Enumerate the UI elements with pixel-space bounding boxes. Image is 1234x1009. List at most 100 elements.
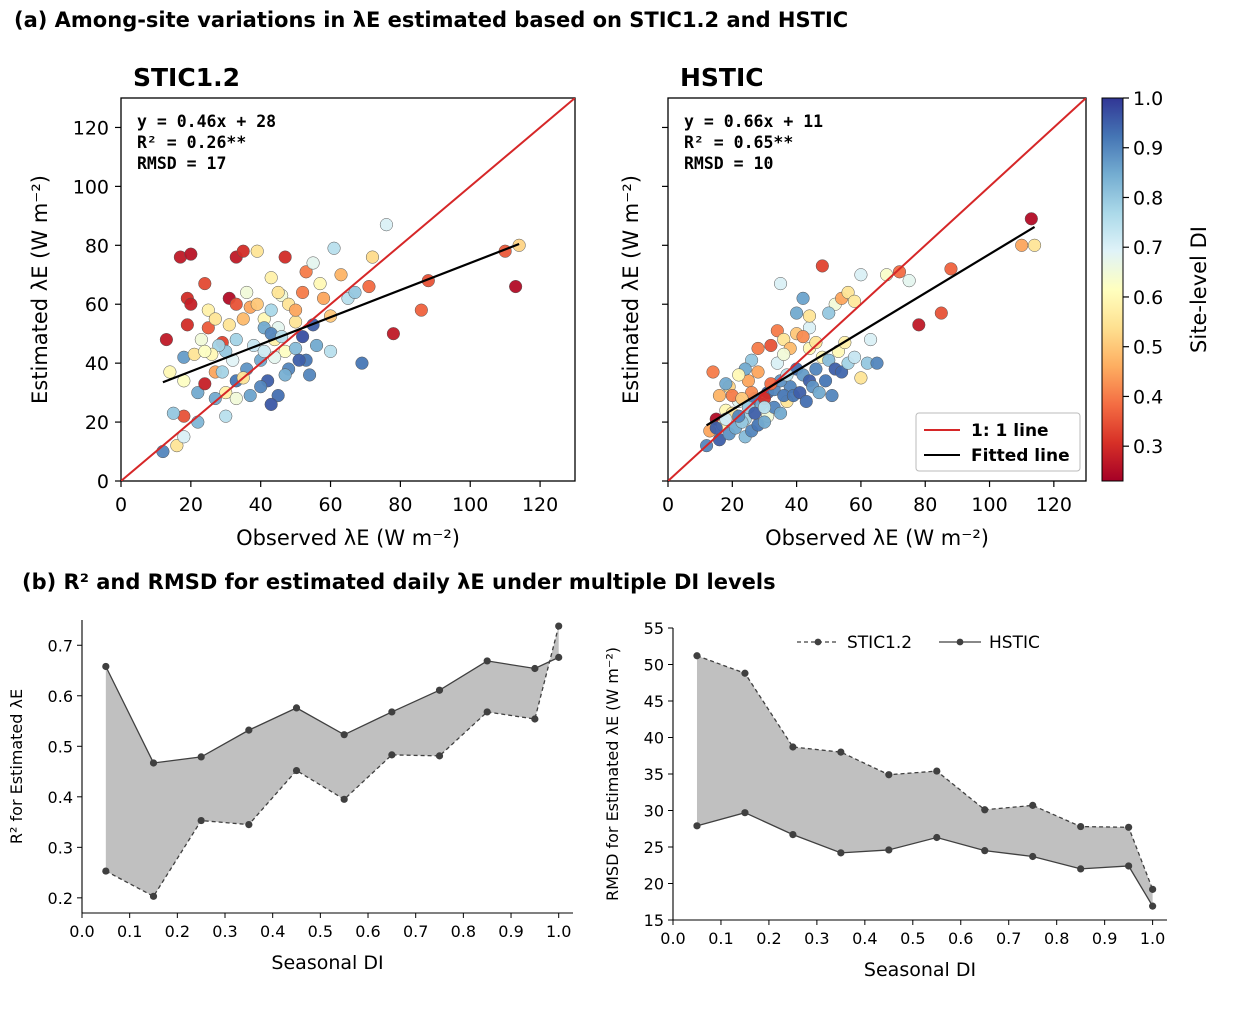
data-point: [796, 330, 810, 344]
data-point: [809, 335, 823, 350]
data-point: [310, 338, 324, 353]
data-point: [509, 280, 523, 294]
x-tick-label: 0.3: [212, 922, 237, 941]
data-point: [719, 377, 733, 391]
legend-fitted-label: Fitted line: [971, 446, 1070, 466]
x-tick-label: 0.5: [308, 922, 333, 941]
colorbar-bar: [1101, 97, 1124, 482]
data-point: [773, 277, 788, 291]
data-point: [847, 350, 862, 364]
data-point: [777, 333, 791, 347]
data-point: [1015, 238, 1029, 252]
x-tick-label: 0.7: [996, 929, 1021, 948]
x-tick-label: 60: [318, 494, 342, 516]
y-tick-label: 30: [644, 802, 664, 821]
stic-series-point: [340, 795, 348, 803]
x-tick-label: 40: [249, 494, 273, 516]
data-point: [271, 389, 285, 403]
stic-series-point: [245, 820, 253, 829]
data-point: [892, 265, 907, 279]
data-point: [334, 268, 348, 282]
stic-series-point: [693, 652, 701, 660]
y-tick-label: 0.5: [48, 737, 73, 756]
data-point: [243, 389, 257, 403]
y-tick-label: 0: [97, 471, 109, 493]
data-point: [222, 318, 236, 332]
data-point: [815, 259, 829, 273]
x-tick-label: 100: [452, 494, 488, 516]
data-point: [191, 415, 205, 429]
stic-series-point: [435, 752, 444, 760]
data-point: [799, 394, 813, 409]
data-point: [264, 397, 278, 411]
x-tick-label: 1.0: [546, 922, 571, 941]
data-point: [208, 391, 222, 406]
data-point: [712, 389, 726, 403]
legend-stic-label: STIC1.2: [847, 633, 912, 653]
y-axis-label: R² for Estimated λE: [7, 689, 26, 844]
data-point: [257, 344, 271, 358]
stic-series-point: [789, 743, 797, 751]
data-point: [236, 244, 250, 258]
hstic-series-point: [1077, 865, 1085, 873]
data-point: [254, 380, 268, 394]
legend-one-to-one-label: 1: 1 line: [971, 421, 1049, 441]
data-point: [847, 294, 862, 308]
data-point: [790, 306, 804, 320]
x-tick-label: 0.8: [1044, 929, 1069, 948]
data-point: [289, 341, 303, 355]
data-point: [770, 324, 784, 338]
data-point: [944, 262, 958, 276]
legend-stic-marker: [814, 638, 822, 646]
data-point: [166, 406, 180, 420]
data-point: [709, 421, 723, 435]
legend-box: [915, 412, 1081, 472]
data-point: [278, 368, 292, 382]
data-point: [201, 303, 215, 317]
x-tick-label: 0.4: [260, 922, 285, 941]
colorbar-tick-label: 0.9: [1133, 138, 1163, 160]
plot-frame: [120, 97, 576, 482]
data-point: [278, 250, 292, 264]
data-point: [835, 365, 849, 379]
hstic-series-point: [981, 847, 989, 855]
x-tick-label: 0.2: [165, 922, 190, 941]
data-point: [745, 353, 759, 367]
stic-series-point: [149, 892, 158, 900]
data-point: [777, 347, 791, 361]
x-tick-label: 80: [388, 494, 412, 516]
data-point: [208, 312, 222, 326]
stic-series-point: [197, 816, 205, 825]
hstic-series-point: [1149, 902, 1157, 910]
x-tick-label: 20: [720, 494, 744, 516]
data-point: [177, 430, 191, 444]
data-point: [796, 291, 810, 305]
data-point: [184, 247, 198, 261]
y-tick-label: 120: [73, 117, 109, 139]
hstic-series-point: [388, 708, 396, 716]
stic-series-point: [1077, 822, 1085, 831]
x-tick-label: 0.8: [451, 922, 476, 941]
site-level-di-colorbar: 0.3 0.4 0.5 0.6 0.7 0.8 0.9 1.0 Site-level DI: [1101, 88, 1211, 482]
x-tick-label: 120: [522, 494, 558, 516]
x-tick-label: 0.9: [1092, 929, 1117, 948]
hstic-series-point: [531, 664, 539, 673]
hstic-series-point: [885, 846, 893, 854]
hstic-series-point: [837, 849, 845, 857]
data-point: [303, 368, 317, 382]
hstic-series-point: [693, 822, 701, 830]
fitted-line: [162, 242, 520, 384]
x-tick-label: 60: [849, 494, 873, 516]
y-tick-label: 0.6: [48, 687, 73, 706]
data-point: [198, 344, 212, 358]
x-tick-label: 0.3: [804, 929, 829, 948]
data-point: [229, 333, 243, 347]
colorbar-tick-label: 0.7: [1133, 237, 1163, 259]
data-point: [825, 389, 839, 403]
data-point: [812, 386, 826, 400]
stic-series-point: [981, 806, 989, 814]
data-point: [864, 333, 878, 347]
x-tick-label: 0.0: [69, 922, 94, 941]
x-axis-label: Observed λE (W m⁻²): [236, 526, 460, 550]
data-point: [880, 268, 894, 282]
